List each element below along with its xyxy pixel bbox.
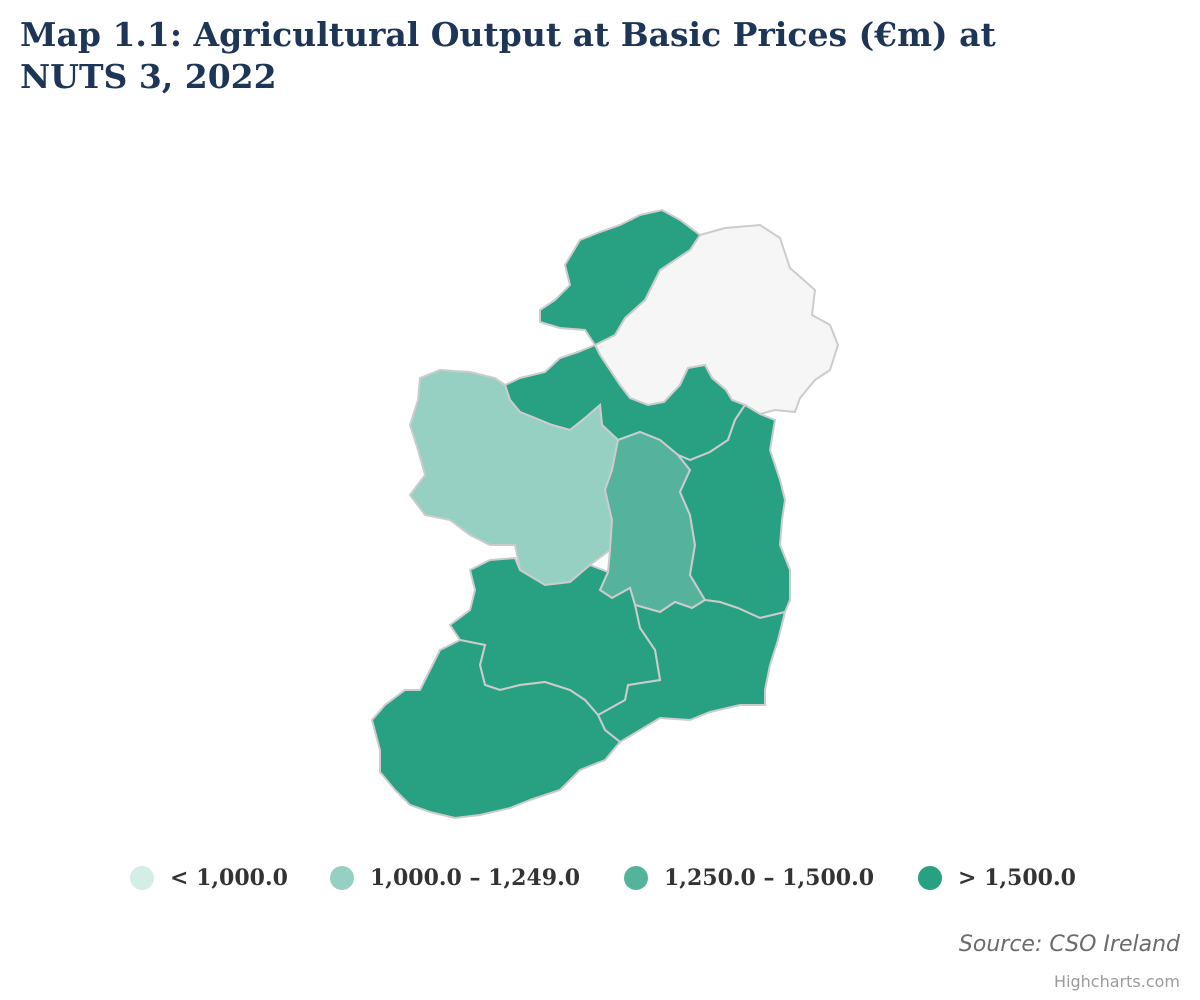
legend-swatch <box>918 866 942 890</box>
legend-item-lt-1000[interactable]: < 1,000.0 <box>130 860 288 896</box>
legend: < 1,000.0 1,000.0 – 1,249.0 1,250.0 – 1,… <box>0 860 1200 896</box>
legend-label: < 1,000.0 <box>170 865 288 891</box>
legend-label: 1,000.0 – 1,249.0 <box>370 865 581 891</box>
region-border-north[interactable] <box>539 208 702 347</box>
map-title: Map 1.1: Agricultural Output at Basic Pr… <box>20 15 996 96</box>
legend-item-1000-1249[interactable]: 1,000.0 – 1,249.0 <box>330 860 580 896</box>
legend-swatch <box>624 866 648 890</box>
highcharts-credits[interactable]: Highcharts.com <box>1054 972 1180 991</box>
legend-item-1250-1500[interactable]: 1,250.0 – 1,500.0 <box>624 860 874 896</box>
legend-label: > 1,500.0 <box>958 865 1076 891</box>
region-south-west[interactable] <box>370 638 622 820</box>
legend-label: 1,250.0 – 1,500.0 <box>664 865 875 891</box>
legend-item-gt-1500[interactable]: > 1,500.0 <box>918 860 1076 896</box>
source-note: Source: CSO Ireland <box>958 932 1180 957</box>
legend-swatch <box>330 866 354 890</box>
legend-swatch <box>130 866 154 890</box>
